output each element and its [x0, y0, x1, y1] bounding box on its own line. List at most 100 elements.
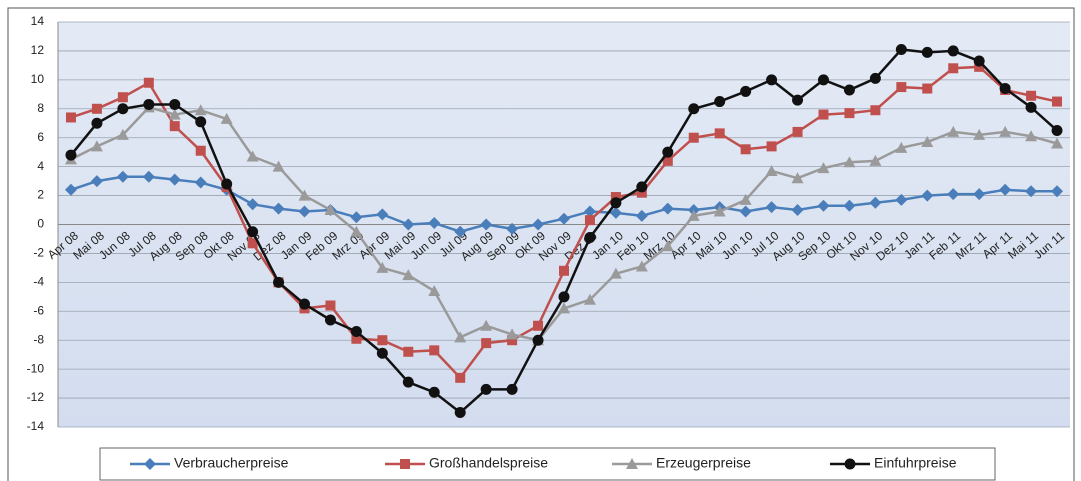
marker	[350, 211, 363, 224]
marker	[869, 72, 881, 84]
marker	[896, 82, 907, 93]
marker	[921, 46, 933, 58]
marker	[662, 146, 674, 158]
legend-label: Verbraucherpreise	[174, 455, 289, 471]
marker	[506, 328, 519, 340]
marker	[844, 458, 856, 470]
marker	[507, 335, 518, 346]
marker	[739, 205, 752, 218]
marker	[817, 162, 830, 174]
marker	[974, 61, 985, 72]
marker	[843, 199, 856, 212]
marker	[610, 197, 622, 209]
marker	[766, 74, 778, 86]
marker	[688, 103, 700, 115]
marker	[922, 83, 933, 94]
marker	[947, 125, 960, 137]
marker	[403, 346, 414, 357]
marker	[714, 128, 725, 139]
marker	[739, 193, 752, 205]
marker	[558, 302, 570, 314]
marker	[116, 128, 129, 140]
marker	[661, 240, 674, 252]
marker	[921, 136, 934, 148]
marker	[584, 215, 595, 226]
marker	[273, 276, 285, 288]
marker	[480, 383, 492, 395]
marker	[895, 43, 907, 55]
marker	[299, 298, 311, 310]
marker	[168, 173, 181, 186]
marker	[818, 109, 829, 120]
marker	[376, 261, 389, 273]
y-tick-label: 14	[31, 14, 45, 28]
marker	[740, 144, 751, 155]
marker	[635, 260, 648, 272]
marker	[609, 206, 622, 219]
marker	[532, 218, 545, 231]
marker	[195, 116, 207, 128]
marker	[116, 170, 129, 183]
marker	[1025, 185, 1038, 198]
y-tick-label: -6	[33, 303, 44, 317]
marker	[91, 103, 102, 114]
marker	[532, 334, 544, 346]
marker	[117, 103, 129, 115]
marker	[324, 314, 336, 326]
marker	[91, 117, 103, 129]
marker	[480, 319, 493, 331]
marker	[688, 132, 699, 143]
marker	[168, 108, 181, 120]
marker	[220, 112, 233, 124]
marker	[454, 407, 466, 419]
marker	[480, 218, 493, 231]
y-tick-label: -8	[33, 332, 44, 346]
marker	[792, 94, 804, 106]
legend-label: Einfuhrpreise	[874, 455, 957, 471]
marker	[65, 149, 77, 161]
marker	[766, 141, 777, 152]
marker	[1025, 130, 1038, 142]
marker	[298, 189, 311, 201]
marker	[400, 459, 410, 469]
marker	[714, 96, 726, 108]
marker	[454, 331, 467, 343]
marker	[350, 326, 362, 338]
marker	[662, 155, 673, 166]
marker	[402, 376, 414, 388]
marker	[636, 181, 648, 193]
marker	[999, 183, 1012, 196]
marker	[246, 150, 259, 162]
marker	[272, 202, 285, 215]
marker	[506, 383, 518, 395]
marker	[948, 63, 959, 74]
y-tick-label: -2	[33, 246, 44, 260]
marker	[143, 98, 155, 110]
marker	[558, 212, 570, 225]
marker	[609, 267, 622, 279]
marker	[402, 269, 415, 281]
marker	[429, 345, 440, 356]
marker	[610, 192, 621, 203]
marker	[636, 187, 647, 198]
marker	[765, 201, 778, 214]
marker	[117, 92, 128, 103]
y-tick-label: 2	[37, 188, 44, 202]
marker	[740, 85, 752, 97]
marker	[376, 347, 388, 359]
marker	[1051, 124, 1063, 136]
marker	[817, 74, 829, 86]
marker	[455, 372, 466, 383]
marker	[64, 183, 77, 196]
marker	[713, 205, 726, 217]
marker	[195, 145, 206, 156]
marker	[947, 188, 960, 201]
marker	[1052, 96, 1063, 107]
marker	[999, 125, 1012, 137]
marker	[481, 338, 492, 349]
y-tick-label: -4	[33, 275, 44, 289]
frame	[7, 7, 1075, 481]
marker	[1026, 90, 1037, 101]
marker	[90, 140, 103, 152]
